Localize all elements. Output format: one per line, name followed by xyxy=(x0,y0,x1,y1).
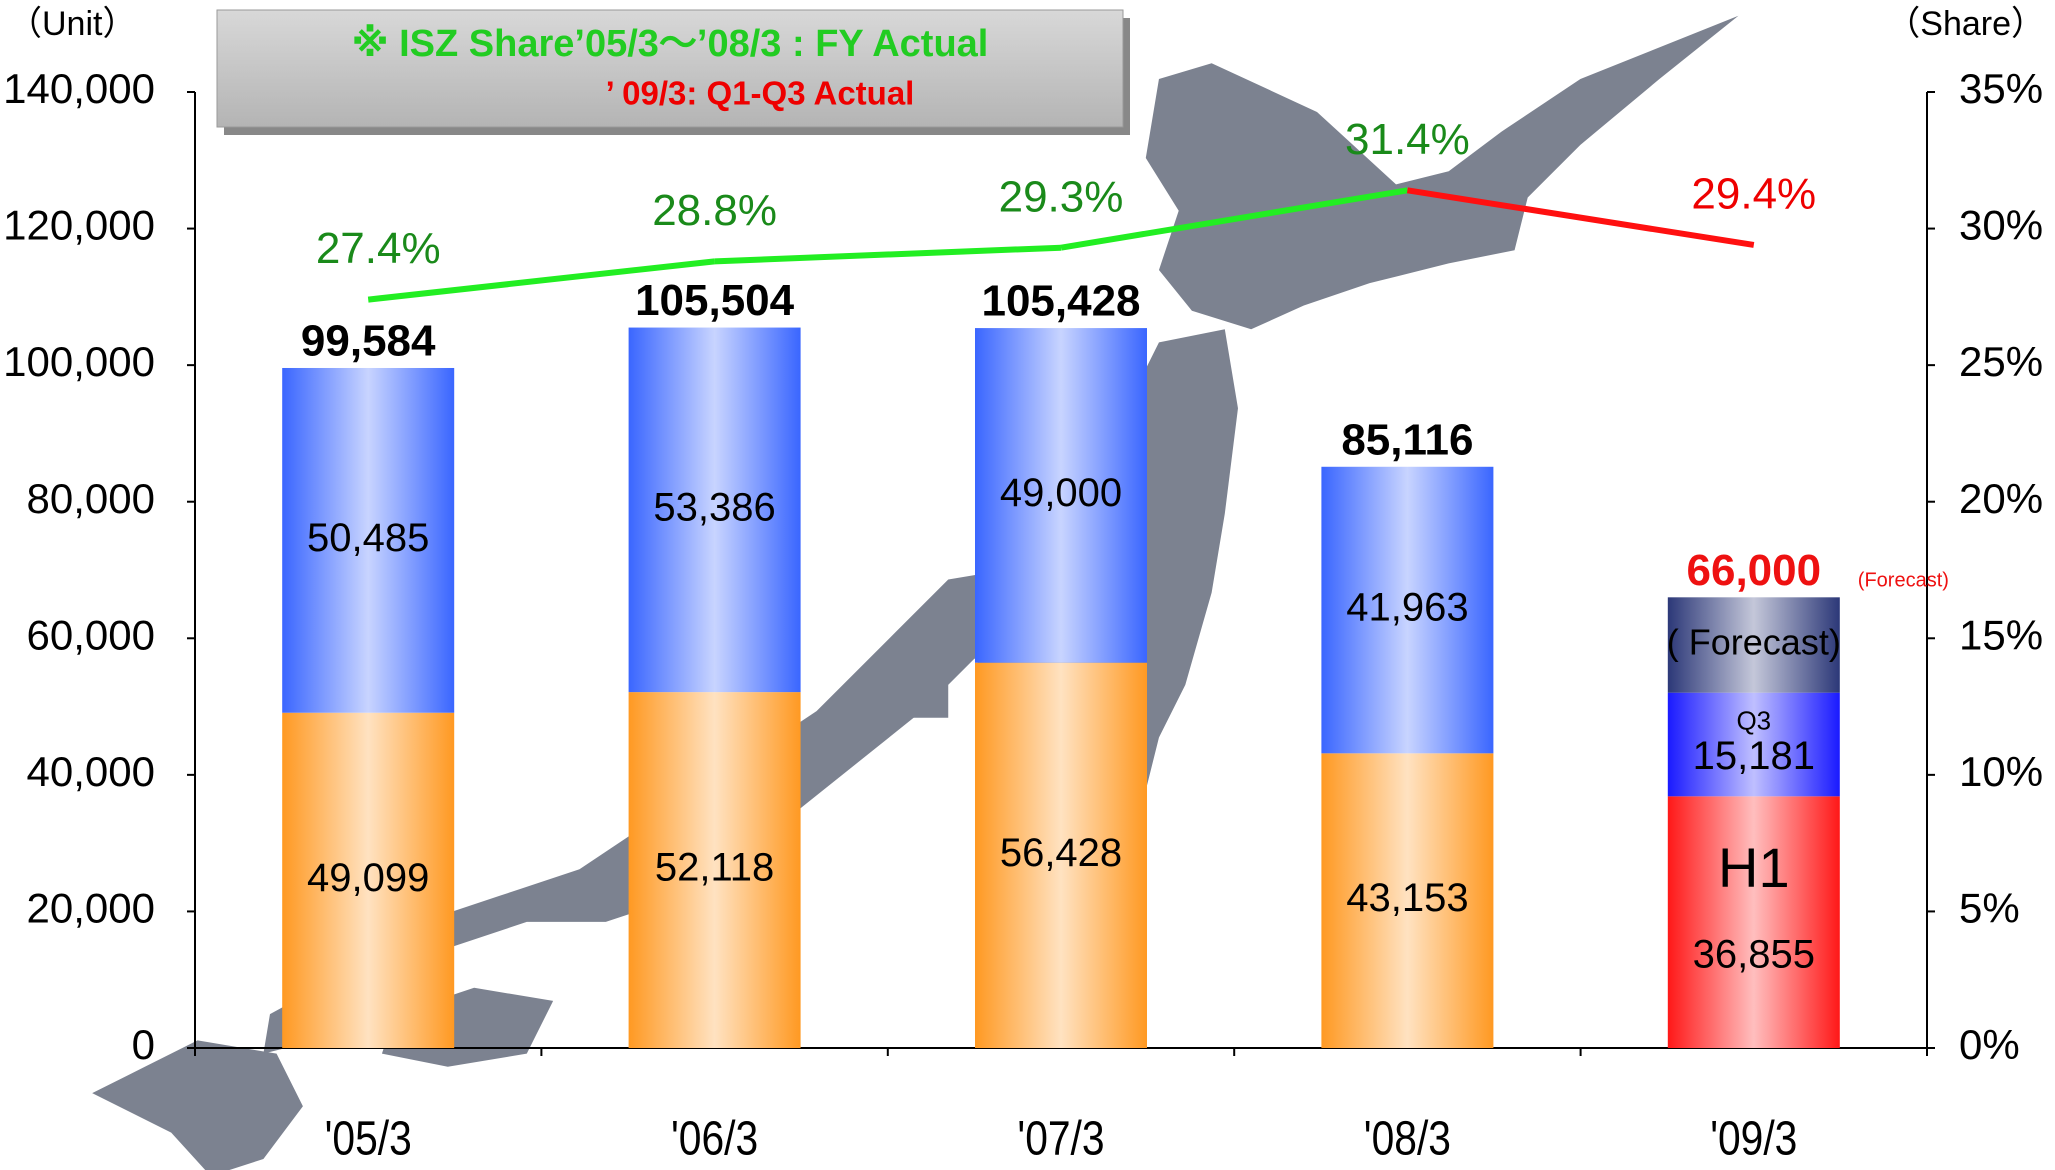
total-label: 105,428 xyxy=(981,277,1140,326)
bar-segment xyxy=(1667,597,1840,693)
value-label: 43,153 xyxy=(1346,876,1468,920)
value-label: 49,099 xyxy=(307,856,429,900)
axis-unit-label: （Share） xyxy=(1886,5,2045,43)
share-label: 29.3% xyxy=(999,172,1124,221)
total-label: 66,000 xyxy=(1687,546,1822,595)
segment-note: Q3 xyxy=(1736,705,1771,735)
share-label: 31.4% xyxy=(1345,115,1470,164)
bar-segment xyxy=(975,662,1147,1048)
line-segment xyxy=(714,244,1062,265)
value-label: 36,855 xyxy=(1693,933,1815,977)
bar-segment xyxy=(1667,692,1840,797)
y-tick-label: 60,000 xyxy=(27,611,155,658)
line-segment xyxy=(1406,187,1755,248)
line-segment xyxy=(1060,187,1408,251)
bar-segment xyxy=(628,327,801,693)
segment-note: ( Forecast) xyxy=(1667,622,1841,663)
value-label: 49,000 xyxy=(1000,471,1122,515)
bar-segment xyxy=(975,328,1147,663)
bar-segment xyxy=(1321,466,1494,754)
total-label: 99,584 xyxy=(301,317,436,366)
y2-tick-label: 20% xyxy=(1959,475,2043,522)
value-label: 50,485 xyxy=(307,516,429,560)
value-label: 15,181 xyxy=(1693,734,1815,778)
axis-unit-label: （Unit） xyxy=(8,5,136,43)
value-label: 53,386 xyxy=(653,485,775,529)
segment-note: H1 xyxy=(1718,836,1790,899)
share-label: 27.4% xyxy=(316,224,441,273)
y2-tick-label: 5% xyxy=(1959,885,2020,932)
value-label: 56,428 xyxy=(1000,831,1122,875)
y-tick-label: 100,000 xyxy=(3,338,155,385)
y2-tick-label: 30% xyxy=(1959,202,2043,249)
x-tick-label: '08/3 xyxy=(1364,1113,1451,1166)
bar-segment xyxy=(628,692,801,1048)
share-label: 28.8% xyxy=(652,186,777,235)
bar-segment xyxy=(282,367,455,713)
y2-tick-label: 35% xyxy=(1959,65,2043,112)
total-label: 105,504 xyxy=(635,276,795,325)
y2-tick-label: 10% xyxy=(1959,748,2043,795)
value-label: 41,963 xyxy=(1346,586,1468,630)
note-line: ※ ISZ Share’05/3～’08/3 : FY Actual xyxy=(352,23,989,65)
y2-tick-label: 15% xyxy=(1959,611,2043,658)
bar-segment xyxy=(1321,753,1494,1048)
y2-tick-label: 25% xyxy=(1959,338,2043,385)
y-tick-label: 140,000 xyxy=(3,65,155,112)
y-tick-label: 80,000 xyxy=(27,475,155,522)
y-tick-label: 0 xyxy=(132,1021,155,1068)
x-tick-label: '07/3 xyxy=(1017,1113,1104,1166)
x-tick-label: '09/3 xyxy=(1710,1113,1797,1166)
bar-segment xyxy=(282,712,455,1048)
y-tick-label: 40,000 xyxy=(27,748,155,795)
total-note: (Forecast) xyxy=(1858,570,1949,592)
x-tick-label: '05/3 xyxy=(325,1113,412,1166)
total-label: 85,116 xyxy=(1341,415,1473,464)
note-line: ’ 09/3: Q1-Q3 Actual xyxy=(606,75,915,112)
bar-segment xyxy=(1667,796,1840,1048)
y2-tick-label: 0% xyxy=(1959,1021,2020,1068)
share-label: 29.4% xyxy=(1691,170,1816,219)
y-tick-label: 20,000 xyxy=(27,885,155,932)
x-tick-label: '06/3 xyxy=(671,1113,758,1166)
line-segment xyxy=(367,258,715,303)
value-label: 52,118 xyxy=(655,846,774,890)
note-box xyxy=(216,9,1124,128)
y-tick-label: 120,000 xyxy=(3,202,155,249)
